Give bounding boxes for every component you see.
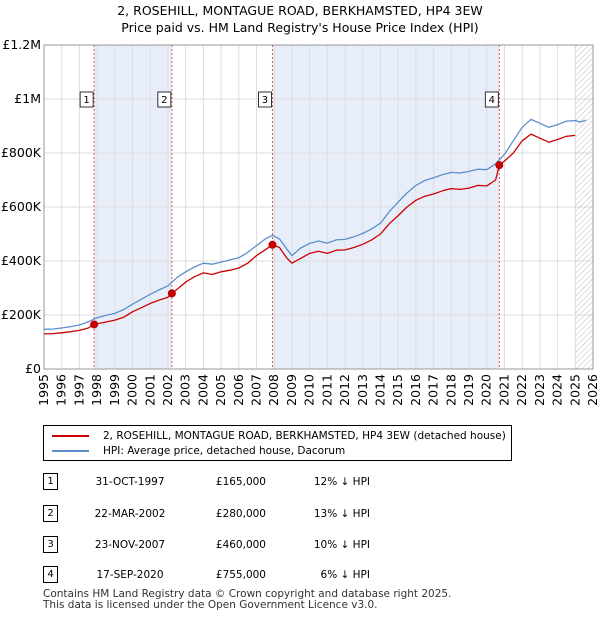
x-tick-label: 2017 bbox=[426, 374, 441, 406]
sale-marker-label: 2 bbox=[161, 95, 167, 106]
footer: Contains HM Land Registry data © Crown c… bbox=[43, 589, 451, 611]
sale-row-3: 3 23-NOV-2007 £460,000 10% ↓ HPI bbox=[0, 536, 600, 556]
forecast-region bbox=[575, 45, 593, 369]
sale-hpi-diff: 13% ↓ HPI bbox=[313, 508, 370, 520]
x-tick-label: 2005 bbox=[213, 374, 228, 406]
x-tick-label: 2026 bbox=[585, 374, 600, 406]
sale-date: 23-NOV-2007 bbox=[94, 539, 166, 551]
sale-point bbox=[268, 240, 277, 249]
legend-label-hpi: HPI: Average price, detached house, Daco… bbox=[103, 445, 346, 457]
x-tick-label: 1996 bbox=[54, 374, 69, 406]
x-tick-label: 1997 bbox=[71, 374, 86, 406]
sale-row-2: 2 22-MAR-2002 £280,000 13% ↓ HPI bbox=[0, 505, 600, 525]
sale-marker-box bbox=[157, 91, 172, 108]
sale-marker-label: 3 bbox=[262, 95, 268, 106]
x-tick-label: 2010 bbox=[302, 374, 317, 406]
x-tick-label: 2024 bbox=[550, 374, 565, 406]
sale-price: £165,000 bbox=[215, 476, 266, 488]
x-tick-label: 2006 bbox=[231, 374, 246, 406]
sale-marker-labels: 1 2 3 4 bbox=[79, 91, 499, 108]
chart-title-line-2: Price paid vs. HM Land Registry's House … bbox=[121, 20, 479, 35]
x-tick-label: 2013 bbox=[355, 374, 370, 406]
sale-point bbox=[90, 320, 99, 329]
sale-points bbox=[90, 161, 504, 329]
sale-date: 22-MAR-2002 bbox=[94, 508, 166, 520]
x-tick-label: 2019 bbox=[461, 374, 476, 406]
sale-marker-box bbox=[258, 91, 272, 108]
sale-marker-lines bbox=[93, 45, 500, 369]
x-tick-label: 2020 bbox=[479, 374, 494, 406]
y-tick-label: £600K bbox=[1, 199, 42, 214]
x-tick-label: 2002 bbox=[160, 374, 175, 406]
sale-marker-label: 4 bbox=[489, 95, 495, 106]
sale-badge: 2 bbox=[43, 505, 58, 522]
sale-price: £280,000 bbox=[215, 508, 266, 520]
sale-date: 17-SEP-2020 bbox=[96, 569, 164, 581]
legend-item-hpi: HPI: Average price, detached house, Daco… bbox=[52, 443, 345, 459]
x-tick-label: 1995 bbox=[36, 374, 51, 406]
x-tick-label: 2025 bbox=[567, 374, 582, 406]
chart-title: 2, ROSEHILL, MONTAGUE ROAD, BERKHAMSTED,… bbox=[0, 2, 600, 36]
x-tick-label: 2011 bbox=[319, 374, 334, 406]
sale-row-4: 4 17-SEP-2020 £755,000 6% ↓ HPI bbox=[0, 566, 600, 586]
x-tick-label: 2016 bbox=[408, 374, 423, 406]
x-tick-label: 2001 bbox=[142, 374, 157, 406]
x-tick-label: 1998 bbox=[89, 374, 104, 406]
legend-item-property: 2, ROSEHILL, MONTAGUE ROAD, BERKHAMSTED,… bbox=[52, 428, 506, 444]
x-tick-label: 2000 bbox=[125, 374, 140, 406]
sale-marker-box bbox=[79, 91, 94, 108]
sale-point bbox=[495, 161, 504, 170]
x-tick-label: 2008 bbox=[266, 374, 281, 406]
chart-title-line-1: 2, ROSEHILL, MONTAGUE ROAD, BERKHAMSTED,… bbox=[117, 3, 483, 18]
x-tick-label: 1999 bbox=[107, 374, 122, 406]
sale-badge: 4 bbox=[43, 566, 58, 583]
plot-frame bbox=[43, 44, 594, 370]
forecast-hatch bbox=[575, 45, 593, 369]
y-tick-label: £1M bbox=[14, 91, 41, 106]
gridlines bbox=[43, 44, 594, 370]
sale-marker-label: 1 bbox=[83, 95, 89, 106]
y-tick-label: £400K bbox=[1, 253, 42, 268]
x-tick-label: 2015 bbox=[390, 374, 405, 406]
legend-label-property: 2, ROSEHILL, MONTAGUE ROAD, BERKHAMSTED,… bbox=[103, 430, 506, 442]
series-line-hpi bbox=[43, 118, 587, 330]
sale-hpi-diff: 12% ↓ HPI bbox=[313, 476, 370, 488]
footer-copyright: Contains HM Land Registry data © Crown c… bbox=[43, 588, 452, 600]
series-line-property bbox=[43, 133, 576, 335]
sale-price: £460,000 bbox=[215, 539, 266, 551]
sale-price: £755,000 bbox=[215, 569, 266, 581]
sale-row-1: 1 31-OCT-1997 £165,000 12% ↓ HPI bbox=[0, 473, 600, 493]
legend: 2, ROSEHILL, MONTAGUE ROAD, BERKHAMSTED,… bbox=[43, 425, 512, 461]
x-tick-label: 2012 bbox=[337, 374, 352, 406]
x-tick-label: 2007 bbox=[249, 374, 264, 406]
x-tick-label: 2004 bbox=[195, 374, 210, 406]
sale-hpi-diff: 10% ↓ HPI bbox=[313, 539, 370, 551]
sale-point bbox=[167, 289, 176, 298]
sale-marker-box bbox=[484, 91, 499, 108]
x-tick-label: 2009 bbox=[284, 374, 299, 406]
axes bbox=[43, 44, 594, 370]
x-tick-label: 2018 bbox=[443, 374, 458, 406]
x-tick-label: 2014 bbox=[372, 374, 387, 406]
legend-swatch-property bbox=[52, 435, 89, 437]
y-tick-label: £800K bbox=[1, 145, 42, 160]
legend-swatch-hpi bbox=[52, 450, 89, 452]
y-tick-label: £200K bbox=[1, 307, 42, 322]
x-tick-label: 2022 bbox=[514, 374, 529, 406]
sale-badge: 1 bbox=[43, 473, 58, 490]
y-tick-label: £0 bbox=[25, 361, 41, 376]
series-lines bbox=[43, 118, 587, 335]
footer-licence: This data is licensed under the Open Gov… bbox=[43, 599, 378, 611]
x-tick-label: 2021 bbox=[496, 374, 511, 406]
sale-badge: 3 bbox=[43, 536, 58, 553]
x-tick-label: 2003 bbox=[178, 374, 193, 406]
sale-hpi-diff: 6% ↓ HPI bbox=[320, 569, 370, 581]
y-tick-label: £1.2M bbox=[2, 37, 41, 52]
sale-date: 31-OCT-1997 bbox=[95, 476, 165, 488]
x-tick-label: 2023 bbox=[532, 374, 547, 406]
